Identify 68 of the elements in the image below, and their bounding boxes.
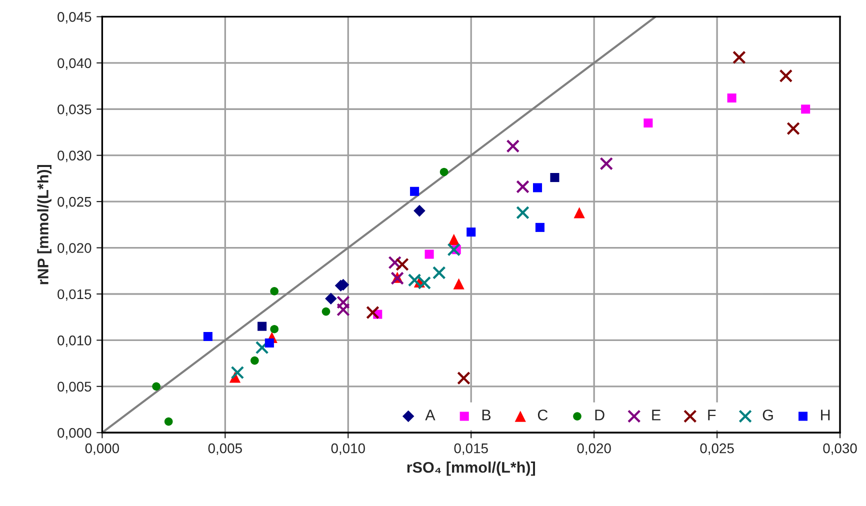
y-tick-label: 0,000 — [58, 428, 92, 440]
point — [325, 292, 337, 304]
point — [644, 118, 653, 128]
legend-label: B — [482, 410, 491, 420]
point — [250, 356, 259, 365]
legend-label: E — [652, 410, 660, 420]
point — [336, 303, 350, 316]
point — [779, 69, 793, 83]
legend-label: H — [821, 410, 830, 420]
y-tick-label: 0,040 — [58, 58, 92, 70]
point — [535, 222, 544, 232]
point — [396, 258, 409, 272]
x-tick-label: 0,000 — [85, 443, 120, 455]
point — [600, 156, 614, 170]
point — [466, 228, 476, 237]
legend-label: C — [538, 410, 548, 420]
point — [270, 324, 279, 334]
point — [424, 250, 434, 259]
point — [336, 296, 350, 309]
point — [727, 94, 736, 103]
y-tick-label: 0,045 — [58, 12, 92, 24]
point — [410, 186, 420, 196]
point — [574, 207, 585, 218]
x-axis-title: rSO₄ [mmol/(L*h)] — [407, 462, 535, 476]
point — [264, 338, 274, 348]
point — [203, 332, 212, 342]
y-tick-label: 0,015 — [58, 289, 92, 301]
y-tick-label: 0,005 — [58, 382, 92, 394]
point — [322, 307, 330, 316]
point — [230, 366, 244, 380]
x-tick-label: 0,020 — [577, 443, 611, 455]
point — [786, 122, 800, 136]
x-tick-label: 0,025 — [700, 443, 734, 455]
x-tick-label: 0,010 — [331, 443, 365, 455]
y-tick-label: 0,030 — [58, 150, 92, 162]
y-tick-label: 0,010 — [58, 336, 92, 348]
point — [447, 242, 461, 256]
point — [516, 180, 530, 194]
point — [732, 50, 746, 64]
point — [801, 104, 810, 114]
point — [270, 287, 279, 296]
legend-label: D — [595, 410, 604, 420]
y-axis-title: rNP [mmol/(L*h)] — [37, 164, 52, 284]
point — [432, 266, 446, 280]
point — [258, 322, 267, 331]
point — [440, 168, 448, 176]
y-tick-label: 0,025 — [58, 196, 92, 208]
point — [550, 173, 560, 182]
x-tick-label: 0,005 — [208, 443, 242, 455]
point — [516, 206, 530, 220]
y-tick-label: 0,020 — [58, 243, 92, 255]
legend-label: G — [762, 410, 773, 420]
x-tick-label: 0,015 — [454, 443, 488, 455]
legend-label: F — [708, 410, 716, 420]
point — [506, 139, 520, 153]
legend-label: A — [425, 410, 436, 420]
x-tick-label: 0,030 — [823, 443, 857, 455]
point — [414, 204, 426, 217]
point — [366, 306, 380, 320]
y-tick-label: 0,035 — [58, 104, 92, 116]
point — [152, 382, 160, 391]
point — [255, 340, 269, 354]
point — [164, 417, 173, 426]
point — [532, 183, 542, 192]
point — [453, 278, 464, 290]
point — [448, 234, 460, 246]
point — [388, 256, 402, 270]
point — [457, 371, 470, 385]
